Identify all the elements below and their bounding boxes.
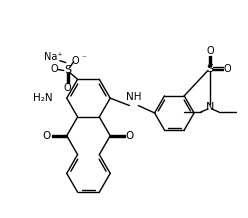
Text: O: O [72, 56, 79, 66]
Text: O: O [206, 46, 214, 56]
Text: S: S [206, 63, 214, 73]
Text: H₂N: H₂N [33, 93, 53, 103]
Text: Na⁺: Na⁺ [44, 52, 62, 62]
Text: ⁻: ⁻ [81, 54, 86, 63]
Text: O: O [224, 63, 231, 73]
Text: O: O [50, 63, 58, 73]
Text: S: S [64, 65, 71, 75]
Text: O: O [126, 131, 134, 141]
Text: O: O [43, 131, 51, 141]
Text: NH: NH [126, 92, 141, 102]
Text: N: N [206, 102, 214, 112]
Text: O: O [64, 83, 71, 93]
